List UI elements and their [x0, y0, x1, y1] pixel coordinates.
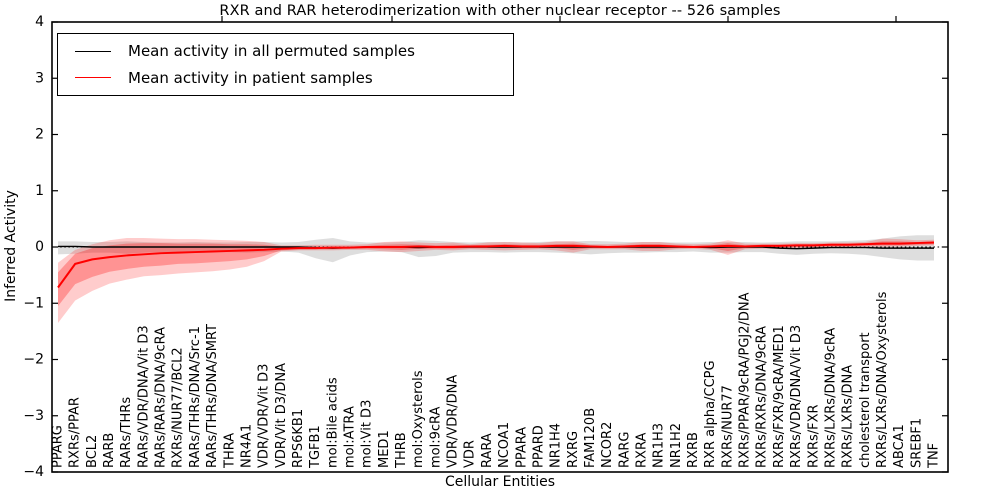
x-tick-label: TGFB1 [308, 425, 323, 469]
x-tick-label: NR1H3 [652, 423, 667, 468]
x-tick-label: RARs/VDR/DNA/Vit D3 [136, 325, 151, 468]
x-tick-label: NR1H4 [549, 423, 564, 468]
x-tick-label: THRB [394, 432, 409, 469]
x-tick-label: NCOA1 [497, 422, 512, 468]
legend-line-sample-patient [75, 77, 111, 79]
y-tick-label: 0 [35, 239, 44, 255]
x-tick-label: VDR/Vit D3/DNA [274, 363, 289, 468]
x-tick-label: VDR/VDR/DNA [446, 375, 461, 468]
permuted-confidence-band [58, 235, 934, 263]
legend: Mean activity in all permuted samples Me… [57, 33, 514, 96]
x-tick-label: RXRs/NUR77 [720, 385, 735, 468]
x-tick-label: MED1 [377, 430, 392, 468]
x-axis-label: Cellular Entities [444, 474, 556, 490]
x-tick-label: RARs/THRs [119, 397, 134, 468]
x-tick-label: NR1H2 [669, 423, 684, 468]
x-tick-label: RXRs/FXR/9cRA/MED1 [772, 325, 787, 468]
x-tick-label: NR4A1 [239, 424, 254, 468]
y-tick-label: 1 [35, 183, 44, 199]
x-tick-label: FAM120B [583, 408, 598, 468]
x-tick-label: VDR [463, 440, 478, 468]
x-tick-label: cholesterol transport [858, 332, 873, 468]
x-tick-label: RARs/RARs/DNA/9cRA [154, 327, 169, 468]
patient-confidence-band-inner [58, 241, 934, 307]
x-tick-label: RXRs/RXRs/DNA/9cRA [755, 326, 770, 468]
x-tick-label: RARB [102, 433, 117, 468]
x-tick-label: VDR/VDR/Vit D3 [257, 364, 272, 468]
legend-item: Mean activity in patient samples [58, 69, 513, 87]
x-tick-label: mol:Vit D3 [360, 400, 375, 468]
x-tick-label: RXRs/LXRs/DNA/Oxysterols [875, 291, 890, 468]
legend-label-permuted: Mean activity in all permuted samples [128, 42, 415, 61]
legend-item: Mean activity in all permuted samples [58, 42, 513, 60]
x-tick-label: RXRs/PPAR [68, 397, 83, 468]
x-tick-label: RARG [617, 431, 632, 468]
x-tick-label: RXRs/LXRs/DNA/9cRA [823, 328, 838, 468]
legend-label-patient: Mean activity in patient samples [128, 68, 373, 87]
x-tick-label: RXRs/FXR [806, 404, 821, 468]
x-tick-label: RXRA [635, 433, 650, 468]
x-tick-label: RPS6KB1 [291, 409, 306, 468]
x-tick-label: TNF [927, 443, 942, 469]
legend-line-sample-permuted [75, 50, 111, 52]
y-tick-label: 4 [35, 14, 44, 30]
x-tick-label: RARA [480, 433, 495, 468]
x-tick-label: RARs/THRs/DNA/Src-1 [188, 326, 203, 468]
x-tick-label: RARs/THRs/DNA/SMRT [205, 324, 220, 468]
x-tick-label: PPARD [531, 425, 546, 468]
x-tick-label: mol:ATRA [343, 406, 358, 468]
x-tick-label: NCOR2 [600, 422, 615, 468]
y-tick-label: −1 [23, 295, 44, 311]
y-tick-label: −3 [23, 408, 44, 424]
x-tick-label: RXRs/NUR77/BCL2 [171, 347, 186, 468]
x-tick-label: RXR alpha/CCPG [703, 360, 718, 468]
x-tick-label: RXRB [686, 432, 701, 468]
x-tick-label: mol:Bile acids [325, 377, 340, 468]
x-tick-label: RXRs/VDR/DNA/Vit D3 [789, 325, 804, 468]
x-tick-label: BCL2 [85, 435, 100, 468]
x-tick-label: mol:9cRA [428, 406, 443, 468]
y-tick-label: 2 [35, 127, 44, 143]
chart-title: RXR and RAR heterodimerization with othe… [219, 3, 781, 19]
x-tick-label: SREBF1 [909, 418, 924, 468]
x-tick-label: PPARG [51, 425, 66, 468]
x-tick-label: PPARA [514, 427, 529, 468]
y-axis-label: Inferred Activity [3, 190, 19, 302]
x-tick-label: THRA [222, 433, 237, 469]
x-tick-label: RXRG [566, 431, 581, 468]
y-tick-label: −4 [23, 464, 44, 480]
x-tick-label: RXRs/PPAR/9cRA/PGJ2/DNA [738, 292, 753, 468]
x-tick-label: RXRs/LXRs/DNA [841, 365, 856, 468]
x-tick-label: mol:Oxysterols [411, 370, 426, 468]
patient-mean-line [57, 241, 935, 289]
x-tick-label: ABCA1 [892, 424, 907, 468]
y-tick-label: 3 [35, 70, 44, 86]
y-tick-label: −2 [23, 352, 44, 368]
